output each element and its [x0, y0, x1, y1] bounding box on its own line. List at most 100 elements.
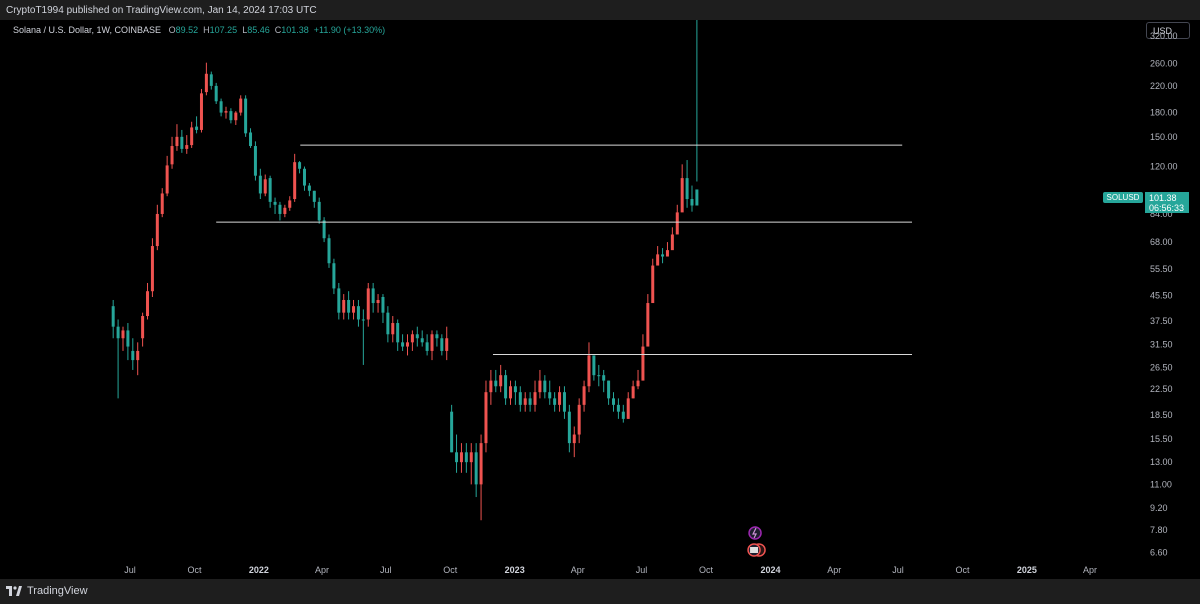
candle-body: [695, 189, 699, 206]
open-value: 89.52: [175, 25, 199, 35]
candle-body: [317, 201, 321, 221]
candle-body: [273, 201, 277, 205]
candle-body: [366, 288, 370, 320]
x-tick-label: Jul: [636, 565, 648, 575]
x-tick-label: Jul: [380, 565, 392, 575]
x-tick-label: Oct: [443, 565, 458, 575]
candle-body: [494, 380, 498, 387]
currency-button[interactable]: USD: [1146, 22, 1190, 39]
y-tick-label: 13.00: [1150, 457, 1173, 467]
candle-body: [474, 452, 478, 485]
candle-body: [440, 338, 444, 351]
candle-body: [131, 350, 135, 361]
candle-body: [361, 319, 365, 321]
x-tick-label: Oct: [955, 565, 970, 575]
candle-body: [675, 212, 679, 235]
candle-body: [116, 326, 120, 339]
candle-body: [234, 112, 238, 121]
symbol-legend[interactable]: Solana / U.S. Dollar, 1W, COINBASE O89.5…: [13, 25, 385, 35]
x-tick-label: Apr: [571, 565, 585, 575]
lightning-glyph: [752, 527, 758, 539]
candle-body: [513, 386, 517, 393]
candle-body: [244, 98, 248, 134]
candle-body: [396, 323, 400, 343]
candle-body: [258, 175, 262, 194]
candle-body: [656, 254, 660, 266]
high-label: H: [203, 25, 210, 35]
candle-body: [577, 404, 581, 435]
candle-body: [219, 101, 223, 113]
y-tick-label: 55.50: [1150, 264, 1173, 274]
x-tick-label: Apr: [827, 565, 841, 575]
price-chart[interactable]: 320.00 260.00 220.00 180.00 150.00 120.00 84.0…: [0, 20, 1200, 579]
candle-body: [342, 299, 346, 313]
candle-body: [528, 398, 532, 405]
candle-body: [543, 380, 547, 393]
candle-body: [111, 306, 115, 327]
candle-body: [175, 136, 179, 147]
publish-header: CryptoT1994 published on TradingView.com…: [0, 0, 1200, 20]
close-value: 101.38: [281, 25, 309, 35]
candle-body: [685, 178, 689, 200]
candle-body: [479, 443, 483, 485]
candle-body: [597, 375, 601, 377]
y-tick-label: 260.00: [1150, 59, 1178, 69]
candle-body: [562, 392, 566, 412]
candle-body: [288, 200, 292, 208]
candle-body: [190, 127, 194, 146]
candle-body: [670, 234, 674, 251]
candle-body: [626, 398, 630, 419]
candle-body: [312, 190, 316, 202]
x-tick-label: Apr: [1083, 565, 1097, 575]
candle-body: [602, 375, 606, 381]
y-tick-label: 18.50: [1150, 410, 1173, 420]
candle-body: [523, 398, 527, 405]
candle-body: [450, 411, 454, 453]
candle-body: [558, 392, 562, 405]
candle-body: [376, 299, 380, 304]
candle-body: [204, 73, 208, 93]
candle-body: [356, 306, 360, 320]
candle-body: [455, 452, 459, 463]
candle-body: [538, 380, 542, 393]
candle-body: [155, 213, 159, 247]
x-tick-label: Jul: [124, 565, 136, 575]
y-tick-label: 9.20: [1150, 503, 1168, 513]
candle-body: [548, 392, 552, 399]
candle-body: [459, 452, 463, 463]
candle-body: [371, 288, 375, 304]
candle-body: [582, 386, 586, 405]
x-tick-label: 2023: [505, 565, 525, 575]
candle-body: [199, 93, 203, 130]
candle-body: [146, 291, 150, 317]
candle-body: [229, 111, 233, 121]
y-tick-label: 22.50: [1150, 384, 1173, 394]
candle-body: [425, 342, 429, 351]
candle-body: [302, 168, 306, 186]
y-tick-label: 84.00: [1150, 209, 1173, 219]
tradingview-icon: [6, 586, 22, 596]
candle-body: [641, 346, 645, 381]
y-tick-label: 68.00: [1150, 237, 1173, 247]
candle-body: [337, 288, 341, 313]
close-label: C: [274, 25, 282, 35]
symbol-name[interactable]: Solana / U.S. Dollar, 1W, COINBASE: [13, 25, 162, 35]
candle-body: [612, 398, 616, 405]
tradingview-logo[interactable]: TradingView: [6, 585, 88, 597]
candle-body: [381, 296, 385, 313]
candle-body: [307, 185, 311, 191]
candle-body: [150, 246, 154, 292]
candle-body: [646, 303, 650, 347]
candle-body: [352, 306, 356, 313]
x-tick-label: Oct: [699, 565, 714, 575]
candle-body: [195, 126, 199, 130]
low-value: 85.46: [247, 25, 270, 35]
x-tick-label: 2024: [760, 565, 780, 575]
y-tick-label: 11.00: [1150, 479, 1172, 489]
candle-body: [587, 355, 591, 387]
y-tick-label: 26.50: [1150, 362, 1173, 372]
candle-body: [126, 330, 130, 347]
high-value: 107.25: [209, 25, 238, 35]
candle-body: [347, 299, 351, 313]
y-tick-label: 7.80: [1150, 525, 1168, 535]
